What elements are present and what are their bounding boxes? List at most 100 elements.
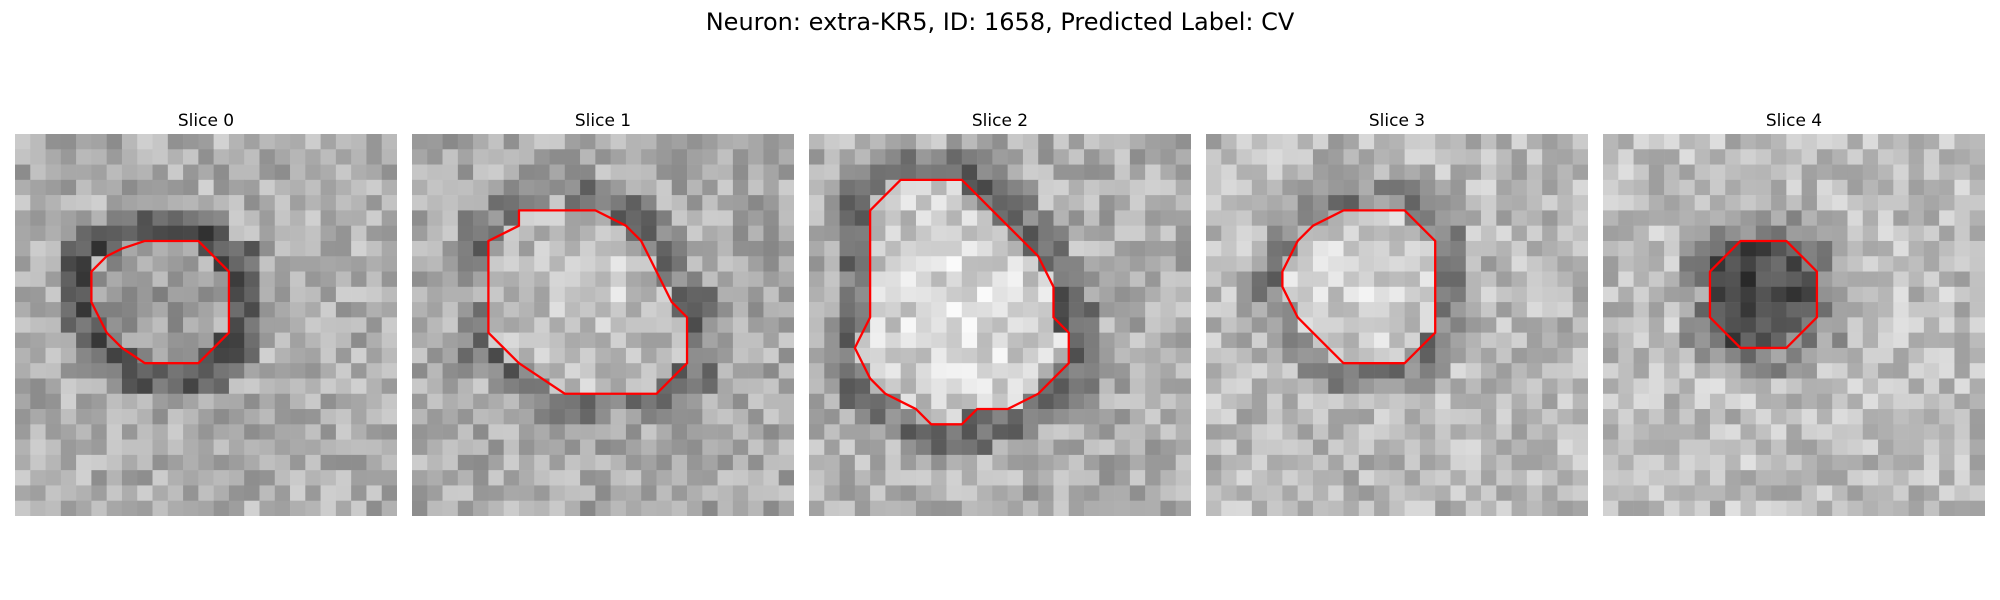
image-pixel (442, 210, 459, 226)
image-pixel (1236, 195, 1253, 211)
image-pixel (1633, 439, 1650, 456)
image-pixel (1694, 439, 1711, 456)
image-pixel (366, 164, 383, 181)
image-pixel (1496, 149, 1512, 165)
image-pixel (1129, 347, 1146, 364)
image-pixel (625, 393, 642, 410)
image-pixel (1969, 195, 1985, 211)
image-pixel (977, 439, 993, 456)
image-pixel (1633, 302, 1650, 318)
image-pixel (885, 195, 901, 211)
image-pixel (1618, 424, 1634, 440)
image-pixel (244, 454, 260, 471)
image-pixel (549, 409, 566, 425)
image-pixel (1068, 134, 1085, 150)
image-pixel (457, 149, 474, 165)
image-pixel (1786, 302, 1802, 318)
image-pixel (442, 302, 459, 318)
image-pixel (1740, 240, 1757, 257)
image-pixel (702, 332, 718, 349)
image-pixel (1404, 179, 1421, 196)
image-pixel (1923, 225, 1940, 242)
image-pixel (137, 195, 153, 211)
image-pixel (915, 210, 932, 226)
image-pixel (1557, 271, 1574, 288)
image-pixel (1481, 393, 1497, 410)
image-pixel (977, 134, 993, 150)
image-pixel (580, 225, 596, 242)
image-pixel (1328, 378, 1344, 395)
image-pixel (1038, 500, 1054, 516)
image-pixel (274, 347, 291, 364)
image-pixel (778, 256, 794, 272)
image-pixel (1160, 347, 1177, 364)
image-pixel (900, 439, 917, 456)
image-pixel (1312, 210, 1329, 226)
image-pixel (45, 485, 62, 502)
image-pixel (1526, 347, 1543, 364)
image-pixel (1603, 225, 1619, 242)
image-pixel (1557, 302, 1574, 318)
image-pixel (473, 439, 489, 456)
image-pixel (1206, 225, 1222, 242)
image-pixel (1312, 225, 1329, 242)
image-pixel (30, 164, 46, 181)
image-pixel (1816, 240, 1833, 257)
image-pixel (1969, 240, 1985, 257)
image-pixel (1832, 500, 1848, 516)
image-pixel (1328, 134, 1344, 150)
image-pixel (580, 179, 596, 196)
image-pixel (915, 134, 932, 150)
image-pixel (549, 240, 566, 257)
image-pixel (1755, 439, 1772, 456)
image-pixel (915, 179, 932, 196)
image-pixel (244, 485, 260, 502)
image-pixel (1542, 317, 1558, 333)
image-pixel (595, 195, 611, 211)
image-pixel (183, 286, 199, 303)
image-pixel (121, 286, 138, 303)
image-pixel (1435, 485, 1451, 502)
image-pixel (1450, 317, 1467, 333)
image-pixel (1648, 302, 1665, 318)
image-pixel (1251, 149, 1268, 165)
image-pixel (625, 424, 642, 440)
image-pixel (687, 256, 703, 272)
image-pixel (1236, 302, 1253, 318)
image-pixel (137, 271, 153, 288)
image-pixel (580, 286, 596, 303)
image-pixel (1053, 347, 1070, 364)
image-pixel (427, 286, 443, 303)
image-pixel (748, 210, 764, 226)
image-pixel (534, 424, 550, 440)
image-pixel (228, 256, 245, 272)
image-pixel (1939, 393, 1955, 410)
image-pixel (137, 210, 153, 226)
image-pixel (885, 164, 901, 181)
image-pixel (946, 179, 963, 196)
image-pixel (1664, 164, 1680, 181)
image-pixel (213, 485, 230, 502)
image-pixel (518, 271, 535, 288)
image-pixel (381, 347, 397, 364)
image-pixel (870, 454, 886, 471)
image-pixel (488, 271, 504, 288)
image-pixel (1450, 332, 1467, 349)
image-pixel (702, 256, 718, 272)
image-pixel (259, 134, 276, 150)
image-pixel (503, 409, 520, 425)
image-pixel (1038, 363, 1054, 379)
image-pixel (213, 134, 230, 150)
image-pixel (1022, 454, 1039, 471)
image-pixel (1022, 393, 1039, 410)
image-pixel (885, 347, 901, 364)
image-pixel (1694, 179, 1711, 196)
image-pixel (839, 454, 856, 471)
image-pixel (1542, 302, 1558, 318)
image-pixel (1114, 363, 1131, 379)
image-pixel (824, 378, 840, 395)
image-pixel (870, 302, 886, 318)
image-pixel (1038, 409, 1054, 425)
image-pixel (1236, 256, 1253, 272)
image-pixel (1053, 195, 1070, 211)
